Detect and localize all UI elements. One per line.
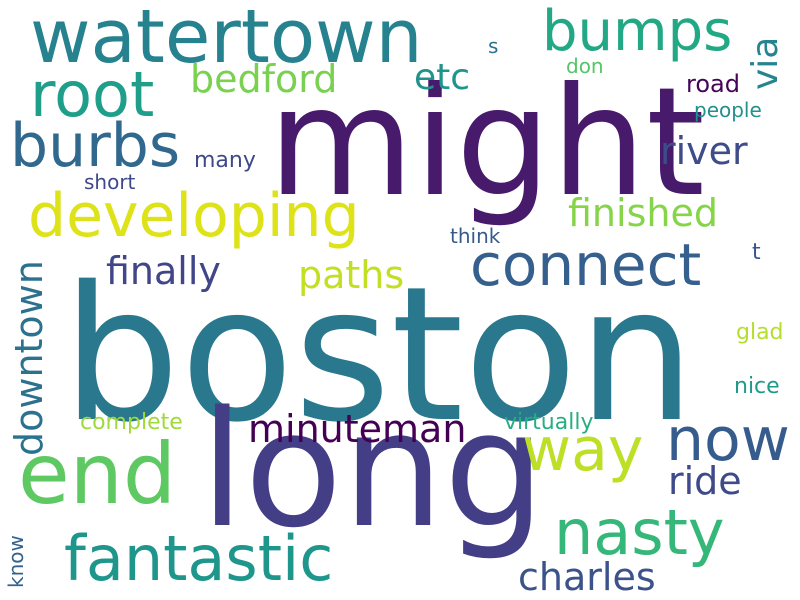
word-finally: finally: [106, 249, 221, 293]
word-burbs: burbs: [10, 111, 181, 181]
word-virtually: virtually: [504, 410, 594, 435]
word-t: t: [752, 240, 761, 265]
word-finished: finished: [568, 191, 718, 235]
word-way: way: [522, 415, 644, 485]
word-developing: developing: [28, 181, 360, 251]
word-complete: complete: [80, 410, 183, 435]
word-might: might: [268, 56, 705, 230]
word-don: don: [566, 54, 604, 78]
word-short: short: [84, 170, 136, 194]
word-boston: boston: [62, 246, 696, 463]
word-paths: paths: [298, 253, 405, 297]
word-glad: glad: [736, 320, 784, 345]
word-bedford: bedford: [190, 57, 338, 101]
word-nasty: nasty: [554, 496, 725, 569]
word-root: root: [30, 58, 155, 131]
word-watertown: watertown: [30, 0, 423, 80]
word-fantastic: fantastic: [64, 522, 334, 595]
word-many: many: [194, 148, 256, 173]
word-charles: charles: [518, 555, 656, 599]
word-road: road: [686, 70, 740, 98]
word-long: long: [200, 376, 546, 563]
word-think: think: [450, 224, 501, 248]
word-via: via: [745, 36, 786, 90]
word-end: end: [18, 425, 177, 523]
word-people: people: [694, 98, 762, 122]
word-nice: nice: [734, 374, 780, 399]
word-connect: connect: [470, 231, 702, 299]
word-know: know: [4, 535, 28, 588]
word-bumps: bumps: [542, 0, 733, 64]
word-minuteman: minuteman: [248, 407, 467, 451]
word-downtown: downtown: [7, 260, 51, 456]
word-etc: etc: [414, 57, 471, 98]
word-river: river: [660, 129, 748, 173]
word-s: s: [488, 34, 499, 58]
word-ride: ride: [668, 459, 742, 503]
word-now: now: [666, 405, 790, 475]
